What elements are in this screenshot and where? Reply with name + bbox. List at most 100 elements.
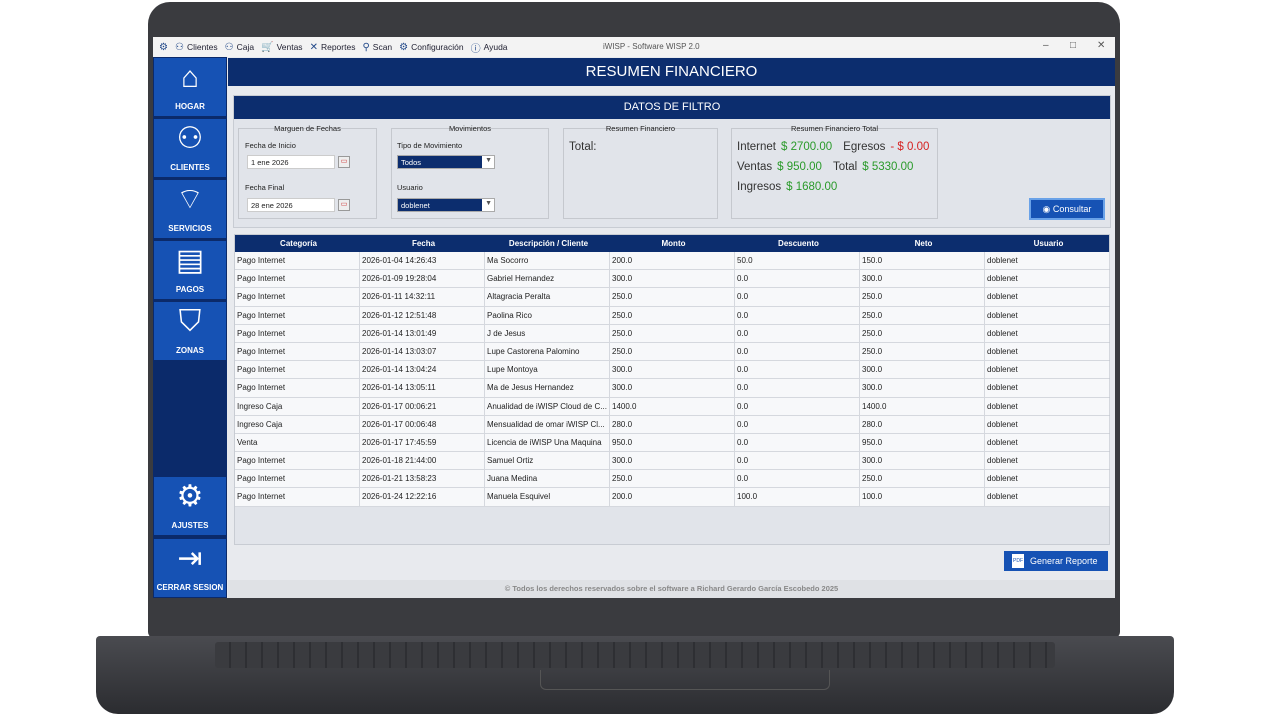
- menu-item-reportes[interactable]: ✕ Reportes: [310, 40, 356, 55]
- chevron-down-icon: ▼: [485, 200, 492, 207]
- location-pin-icon: ⛉: [178, 305, 202, 338]
- user-select[interactable]: doblenet ▼: [397, 198, 495, 212]
- table-cell: J de Jesus: [485, 324, 610, 342]
- table-row[interactable]: Pago Internet 2026-01-24 12:22:16 Manuela …: [235, 488, 1110, 507]
- table-row[interactable]: Pago Internet 2026-01-11 14:32:11 Altagrac…: [235, 288, 1110, 307]
- minimize-button[interactable]: –: [1043, 40, 1049, 51]
- start-date-input[interactable]: 1 ene 2026: [247, 155, 335, 169]
- nav-label: ZONAS: [176, 346, 204, 355]
- table-row[interactable]: Ingreso Caja 2026-01-17 00:06:21 Anualidad…: [235, 397, 1110, 416]
- table-cell: 2026-01-18 21:44:00: [360, 452, 485, 470]
- menu-label: Scan: [372, 42, 393, 52]
- chevron-down-icon: ▼: [485, 157, 492, 164]
- table-cell: 0.0: [735, 342, 860, 361]
- close-button[interactable]: ✕: [1097, 40, 1106, 51]
- table-cell: 280.0: [610, 415, 735, 433]
- column-header[interactable]: Descuento: [778, 239, 819, 248]
- table-cell: Mensualidad de omar iWISP Cl...: [485, 415, 610, 433]
- page-title: RESUMEN FINANCIERO: [228, 58, 1115, 86]
- sidebar-item-hogar[interactable]: ⌂ HOGAR: [154, 58, 226, 116]
- table-cell: 0.0: [735, 361, 860, 379]
- column-header[interactable]: Monto: [661, 239, 686, 248]
- table-row[interactable]: Pago Internet 2026-01-14 13:04:24 Lupe Mon…: [235, 361, 1110, 380]
- gear-icon: ⚙: [176, 480, 204, 513]
- table-cell: 300.0: [860, 379, 985, 397]
- ayuda-icon: ⓘ: [470, 43, 481, 55]
- maximize-button[interactable]: □: [1070, 40, 1077, 51]
- user-star-icon: ⚇: [176, 122, 204, 155]
- menu-label: Configuración: [411, 42, 464, 52]
- total-summary-group: Resumen Financiero Total Internet $ 2700…: [731, 124, 938, 219]
- menu-item-ventas[interactable]: 🛒 Ventas: [261, 40, 302, 55]
- sidebar-item-zonas[interactable]: ⛉ ZONAS: [154, 302, 226, 360]
- table-cell: 2026-01-04 14:26:43: [360, 252, 485, 270]
- wifi-icon: ⌔: [175, 183, 205, 216]
- column-header[interactable]: Fecha: [411, 239, 436, 248]
- table-cell: doblenet: [985, 361, 1110, 379]
- menu-label: Reportes: [320, 42, 356, 52]
- table-cell: 280.0: [860, 415, 985, 433]
- consultar-button[interactable]: ◉ Consultar: [1029, 198, 1105, 220]
- table-cell: 0.0: [735, 470, 860, 488]
- table-cell: 0.0: [735, 270, 860, 288]
- end-date-input[interactable]: 28 ene 2026: [247, 198, 335, 212]
- menu-item-configuración[interactable]: ⚙ Configuración: [399, 40, 463, 55]
- table-cell: 300.0: [860, 452, 985, 470]
- table-cell: 250.0: [860, 306, 985, 324]
- calendar-icon[interactable]: ▭: [338, 156, 350, 168]
- sidebar-item-cerrar-sesion[interactable]: ⇥ CERRAR SESION: [154, 539, 226, 597]
- table-row[interactable]: Venta 2026-01-17 17:45:59 Licencia de iWIS…: [235, 433, 1110, 453]
- table-row[interactable]: Pago Internet 2026-01-12 12:51:48 Paolina …: [235, 306, 1110, 325]
- toggle-icon: ◉: [1042, 204, 1053, 214]
- menu-label: Ventas: [276, 42, 303, 52]
- menu-item-clientes[interactable]: ⚇ Clientes: [175, 40, 218, 55]
- sidebar-item-ajustes[interactable]: ⚙ AJUSTES: [154, 477, 226, 535]
- movement-type-select[interactable]: Todos ▼: [397, 155, 495, 169]
- table-row[interactable]: Pago Internet 2026-01-21 13:58:23 Juana Me…: [235, 470, 1110, 489]
- totals-row: Internet $ 2700.00 Egresos - $ 0.00: [737, 141, 929, 153]
- sidebar-item-pagos[interactable]: ▤ PAGOS: [154, 241, 226, 299]
- filter-title: DATOS DE FILTRO: [234, 96, 1110, 119]
- table-cell: 200.0: [610, 252, 735, 270]
- window-title: iWISP - Software WISP 2.0: [603, 42, 700, 51]
- clientes-icon: ⚇: [174, 41, 184, 53]
- table-row[interactable]: Pago Internet 2026-01-04 14:26:43 Ma Socor…: [235, 252, 1110, 271]
- menu-item-ayuda[interactable]: ⓘ Ayuda: [471, 40, 508, 55]
- ventas-icon: 🛒: [261, 41, 274, 53]
- calendar-icon[interactable]: ▭: [338, 199, 350, 211]
- table-cell: 300.0: [860, 270, 985, 288]
- menu-item-caja[interactable]: ⚇ Caja: [225, 40, 254, 55]
- menu-item-scan[interactable]: ⚲ Scan: [362, 40, 392, 55]
- sidebar-item-clientes[interactable]: ⚇ CLIENTES: [154, 119, 226, 177]
- sidebar-item-servicios[interactable]: ⌔ SERVICIOS: [154, 180, 226, 238]
- table-cell: doblenet: [985, 397, 1110, 415]
- table-cell: 2026-01-17 00:06:48: [360, 415, 485, 433]
- table-cell: doblenet: [985, 452, 1110, 470]
- table-cell: doblenet: [985, 306, 1110, 324]
- column-header[interactable]: Usuario: [1033, 239, 1064, 248]
- table-row[interactable]: Pago Internet 2026-01-14 13:05:11 Ma de Je…: [235, 379, 1110, 398]
- column-header[interactable]: Neto: [914, 239, 933, 248]
- start-date-label: Fecha de Inicio: [245, 141, 296, 150]
- table-row[interactable]: Pago Internet 2026-01-14 13:03:07 Lupe Cas…: [235, 342, 1110, 362]
- table-cell: 2026-01-09 19:28:04: [360, 270, 485, 288]
- table-row[interactable]: Ingreso Caja 2026-01-17 00:06:48 Mensualid…: [235, 415, 1110, 434]
- scan-icon: ⚲: [362, 41, 370, 53]
- table-cell: Pago Internet: [235, 252, 360, 270]
- table-cell: 300.0: [860, 361, 985, 379]
- table-cell: 0.0: [735, 379, 860, 397]
- generate-report-button[interactable]: PDF Generar Reporte: [1004, 551, 1108, 571]
- table-cell: Anualidad de iWISP Cloud de C...: [485, 397, 610, 415]
- table-row[interactable]: Pago Internet 2026-01-14 13:01:49 J de Jes…: [235, 324, 1110, 343]
- group-title: Resumen Financiero Total: [791, 124, 878, 133]
- table-cell: Pago Internet: [235, 270, 360, 288]
- table-row[interactable]: Pago Internet 2026-01-09 19:28:04 Gabriel …: [235, 270, 1110, 289]
- table-cell: Pago Internet: [235, 379, 360, 397]
- configuración-icon: ⚙: [399, 41, 409, 53]
- column-header[interactable]: Categoría: [280, 239, 317, 248]
- table-cell: doblenet: [985, 270, 1110, 288]
- table-cell: doblenet: [985, 288, 1110, 306]
- column-header[interactable]: Descripción / Cliente: [508, 239, 589, 248]
- table-row[interactable]: Pago Internet 2026-01-18 21:44:00 Samuel O…: [235, 452, 1110, 471]
- table-cell: Licencia de iWISP Una Maquina: [485, 433, 610, 452]
